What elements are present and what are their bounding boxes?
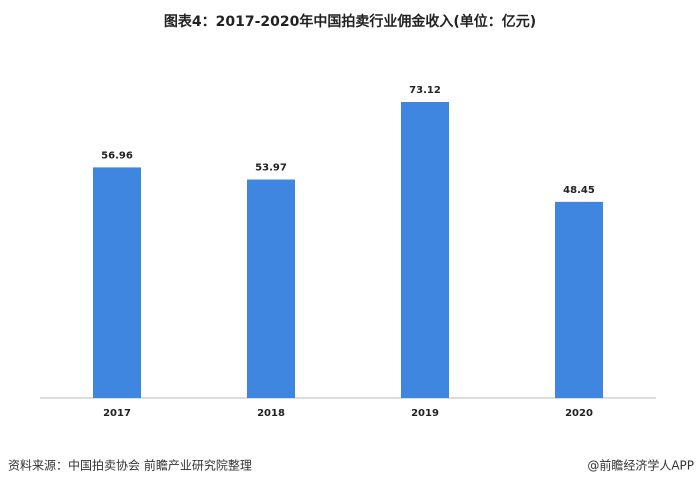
bar (555, 201, 603, 398)
bar (401, 102, 449, 398)
credit: @前瞻经济学人APP (587, 458, 694, 473)
bar (247, 179, 295, 398)
source: 资料来源：中国拍卖协会 前瞻产业研究院整理 (8, 458, 252, 473)
x-tick-label: 2018 (257, 408, 285, 419)
value-label: 48.45 (563, 185, 595, 196)
value-label: 56.96 (101, 150, 133, 161)
chart-title: 图表4：2017-2020年中国拍卖行业佣金收入(单位：亿元) (164, 13, 536, 30)
x-tick-label: 2017 (103, 408, 131, 419)
value-label: 53.97 (255, 163, 287, 174)
x-tick-label: 2020 (565, 408, 593, 419)
x-tick-label: 2019 (411, 408, 439, 419)
bar (93, 167, 141, 398)
value-label: 73.12 (409, 85, 441, 96)
